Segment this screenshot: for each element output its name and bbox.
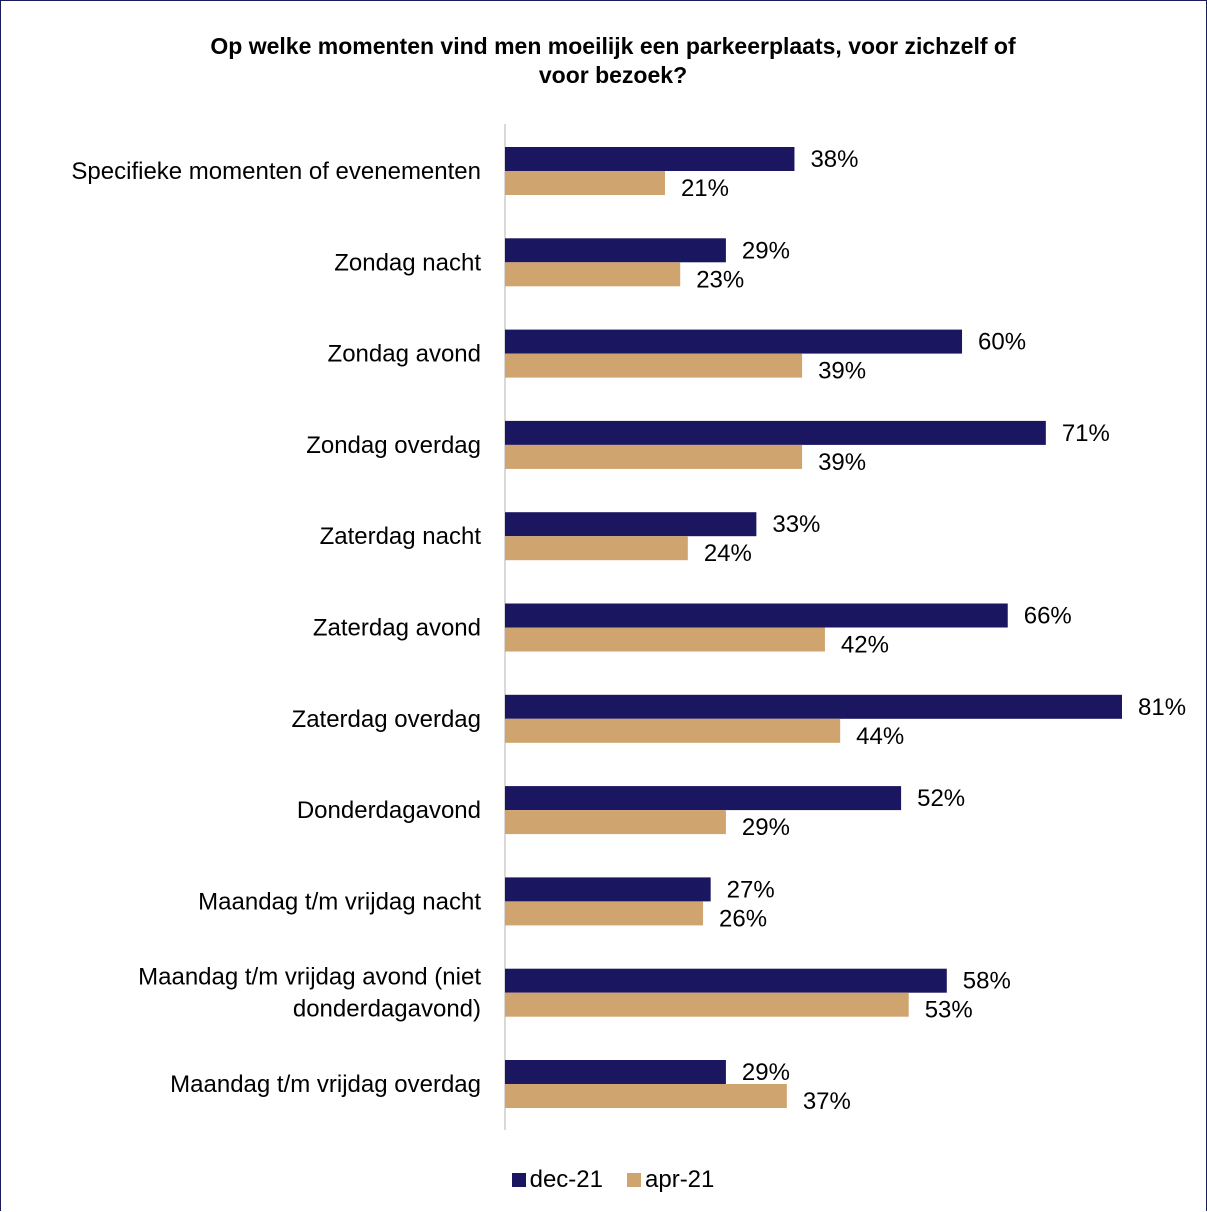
- value-label-dec-21: 81%: [1138, 694, 1186, 721]
- bar-apr-21: [505, 810, 726, 835]
- bar-apr-21: [505, 536, 688, 561]
- value-label-apr-21: 29%: [742, 814, 790, 841]
- value-label-apr-21: 39%: [818, 449, 866, 476]
- bar-apr-21: [505, 353, 803, 378]
- chart-title: Op welke momenten vind men moeilijk een …: [0, 32, 1207, 90]
- bar-dec-21: [505, 694, 1122, 719]
- value-label-apr-21: 39%: [818, 358, 866, 385]
- bar-apr-21: [505, 171, 665, 195]
- bar-dec-21: [505, 420, 1046, 445]
- category-label: Donderdagavond: [297, 797, 481, 824]
- bar-apr-21: [505, 627, 825, 652]
- bar-dec-21: [505, 147, 795, 171]
- bar-apr-21: [505, 718, 841, 743]
- category-label: Specifieke momenten of evenementen: [71, 158, 481, 185]
- bar-dec-21: [505, 329, 963, 354]
- value-label-apr-21: 21%: [681, 175, 729, 202]
- category-label-line: donderdagavond): [293, 996, 481, 1023]
- legend-item-dec-21: dec-21: [511, 1166, 603, 1194]
- legend-swatch-dec-21: [511, 1173, 526, 1187]
- category-label: Zondag overdag: [306, 432, 481, 459]
- value-label-dec-21: 27%: [727, 876, 775, 903]
- value-label-dec-21: 38%: [810, 146, 858, 173]
- bar-apr-21: [505, 444, 803, 469]
- value-label-dec-21: 66%: [1024, 603, 1072, 630]
- chart-title-line-2: voor bezoek?: [538, 62, 688, 88]
- value-label-apr-21: 24%: [704, 540, 752, 567]
- bar-dec-21: [505, 603, 1008, 628]
- bar-apr-21: [505, 1084, 787, 1108]
- category-label-line: Zondag overdag: [306, 432, 481, 459]
- bar-dec-21: [505, 786, 902, 811]
- category-label: Maandag t/m vrijdag nacht: [198, 888, 481, 915]
- category-label: Zondag nacht: [334, 249, 481, 276]
- legend-label-dec-21: dec-21: [529, 1166, 603, 1193]
- value-label-apr-21: 23%: [696, 266, 744, 293]
- value-label-dec-21: 71%: [1062, 420, 1110, 447]
- value-label-apr-21: 37%: [803, 1088, 851, 1115]
- value-label-dec-21: 29%: [742, 237, 790, 264]
- value-labels-group: 38%21%29%23%60%39%71%39%33%24%66%42%81%4…: [681, 146, 1186, 1115]
- bar-dec-21: [505, 238, 726, 263]
- bar-apr-21: [505, 901, 704, 926]
- value-label-dec-21: 52%: [917, 785, 965, 812]
- bar-dec-21: [505, 1060, 726, 1084]
- bar-dec-21: [505, 512, 757, 537]
- category-label: Zondag avond: [328, 341, 481, 368]
- value-label-apr-21: 53%: [925, 997, 973, 1024]
- category-label: Maandag t/m vrijdag overdag: [170, 1071, 481, 1098]
- category-label-line: Zaterdag nacht: [320, 523, 482, 550]
- bar-apr-21: [505, 262, 681, 287]
- category-label-line: Maandag t/m vrijdag nacht: [198, 888, 481, 915]
- category-label: Zaterdag nacht: [320, 523, 482, 550]
- legend-item-apr-21: apr-21: [627, 1166, 714, 1194]
- category-label-line: Specifieke momenten of evenementen: [71, 158, 481, 185]
- category-label-line: Zondag avond: [328, 341, 481, 368]
- category-label: Maandag t/m vrijdag avond (niet donderdag…: [138, 964, 481, 1023]
- value-label-dec-21: 60%: [978, 329, 1026, 356]
- category-label-line: Zaterdag overdag: [292, 706, 481, 733]
- value-label-apr-21: 42%: [841, 632, 889, 659]
- category-label: Zaterdag avond: [313, 615, 481, 642]
- bar-dec-21: [505, 968, 947, 993]
- bar-apr-21: [505, 992, 909, 1017]
- value-label-dec-21: 33%: [772, 511, 820, 538]
- legend: dec-21 apr-21: [0, 1166, 1207, 1194]
- category-label-line: Zaterdag avond: [313, 615, 481, 642]
- category-labels-group: Specifieke momenten of evenementen Zondag…: [71, 158, 481, 1098]
- category-label-line: Maandag t/m vrijdag overdag: [170, 1071, 481, 1098]
- bar-dec-21: [505, 877, 711, 902]
- category-label: Zaterdag overdag: [292, 706, 481, 733]
- value-label-apr-21: 26%: [719, 905, 767, 932]
- legend-label-apr-21: apr-21: [645, 1166, 715, 1193]
- category-label-line: Maandag t/m vrijdag avond (niet: [138, 964, 481, 991]
- chart-title-line-1: Op welke momenten vind men moeilijk een …: [210, 33, 1016, 59]
- value-label-dec-21: 58%: [963, 968, 1011, 995]
- legend-swatch-apr-21: [627, 1173, 641, 1187]
- value-label-apr-21: 44%: [856, 723, 904, 750]
- value-label-dec-21: 29%: [742, 1059, 790, 1086]
- bars-group: [505, 147, 1122, 1108]
- category-label-line: Zondag nacht: [334, 249, 481, 276]
- category-label-line: Donderdagavond: [297, 797, 481, 824]
